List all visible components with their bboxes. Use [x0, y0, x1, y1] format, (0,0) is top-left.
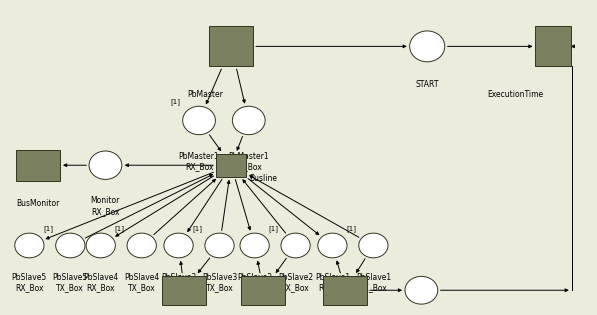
- Ellipse shape: [232, 106, 265, 135]
- Ellipse shape: [410, 31, 445, 62]
- Text: ExecutionTime: ExecutionTime: [487, 89, 543, 99]
- Text: PbSlave1
RX_Box: PbSlave1 RX_Box: [315, 273, 350, 292]
- Text: PbMaster1
TX_Box: PbMaster1 TX_Box: [229, 152, 269, 171]
- Text: BusMonitor: BusMonitor: [17, 199, 60, 208]
- Text: START: START: [416, 80, 439, 89]
- Bar: [536, 26, 571, 66]
- Ellipse shape: [405, 276, 438, 304]
- Bar: [16, 150, 60, 180]
- Ellipse shape: [86, 233, 115, 258]
- Text: PbSlave3
RX_Box: PbSlave3 RX_Box: [161, 273, 196, 292]
- Bar: [324, 276, 367, 305]
- Text: [1]: [1]: [170, 98, 180, 105]
- Text: [1]: [1]: [115, 225, 125, 232]
- Text: PbSlave2
RX_Box: PbSlave2 RX_Box: [237, 273, 272, 292]
- Text: PbSlave1
TX_Box: PbSlave1 TX_Box: [356, 273, 391, 292]
- Bar: [241, 276, 285, 305]
- Ellipse shape: [318, 233, 347, 258]
- Bar: [210, 26, 253, 66]
- Ellipse shape: [15, 233, 44, 258]
- Text: [1]: [1]: [193, 225, 202, 232]
- Text: PbSlave4
TX_Box: PbSlave4 TX_Box: [124, 273, 159, 292]
- Text: PbSlave5
TX_Box: PbSlave5 TX_Box: [53, 273, 88, 292]
- Text: [1]: [1]: [346, 225, 356, 232]
- Text: PbSlave2
TX_Box: PbSlave2 TX_Box: [278, 273, 313, 292]
- Ellipse shape: [240, 233, 269, 258]
- Text: [1]: [1]: [269, 225, 279, 232]
- Ellipse shape: [127, 233, 156, 258]
- Text: PbMaster1
RX_Box: PbMaster1 RX_Box: [179, 152, 219, 171]
- Text: Monitor
RX_Box: Monitor RX_Box: [91, 196, 120, 216]
- Ellipse shape: [183, 106, 216, 135]
- Bar: [216, 154, 247, 177]
- Ellipse shape: [205, 233, 234, 258]
- Ellipse shape: [281, 233, 310, 258]
- Ellipse shape: [359, 233, 388, 258]
- Text: PbSlave3
TX_Box: PbSlave3 TX_Box: [202, 273, 237, 292]
- Text: Busline: Busline: [250, 174, 278, 183]
- Text: PbSlave4
RX_Box: PbSlave4 RX_Box: [83, 273, 118, 292]
- Ellipse shape: [56, 233, 85, 258]
- Text: [1]: [1]: [44, 225, 53, 232]
- Bar: [162, 276, 207, 305]
- Ellipse shape: [164, 233, 193, 258]
- Text: PbSlave5
RX_Box: PbSlave5 RX_Box: [12, 273, 47, 292]
- Text: PbMaster: PbMaster: [187, 89, 223, 99]
- Ellipse shape: [89, 151, 122, 180]
